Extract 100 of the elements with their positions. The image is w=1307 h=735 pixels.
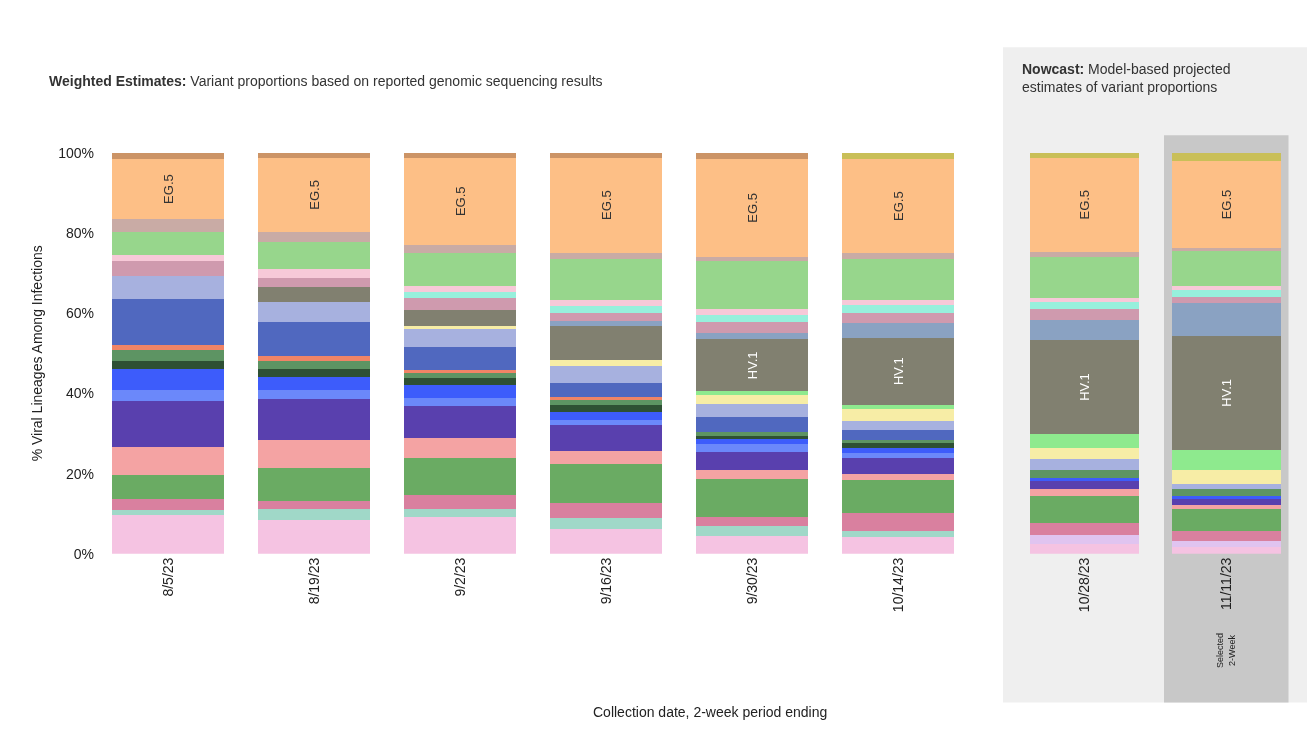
bar	[841, 337, 955, 405]
bar	[841, 443, 955, 448]
bar	[403, 370, 517, 374]
bar	[257, 152, 371, 158]
bar	[695, 438, 809, 444]
bar	[403, 405, 517, 439]
bar	[549, 252, 663, 260]
series-label: HV.1	[1077, 373, 1093, 401]
bar	[403, 326, 517, 330]
x-tick-label: 9/16/23	[597, 557, 614, 605]
bar	[695, 261, 809, 309]
x-axis-title: Collection date, 2-week period ending	[593, 704, 828, 720]
bar	[111, 344, 225, 350]
bar	[1171, 160, 1281, 249]
bar	[257, 500, 371, 509]
y-tick-label: 100%	[58, 144, 94, 161]
bar	[403, 157, 517, 246]
bar	[1030, 534, 1140, 545]
bar	[549, 312, 663, 321]
bar	[111, 255, 225, 262]
x-tick-label: 10/14/23	[889, 557, 906, 613]
bar	[257, 241, 371, 270]
bar	[695, 469, 809, 480]
bar	[695, 159, 809, 257]
bar	[257, 508, 371, 520]
bar	[1171, 249, 1281, 286]
text: EG.5	[1077, 189, 1093, 220]
y-tick-label: 40%	[65, 385, 94, 402]
bar	[257, 269, 371, 278]
bar	[1171, 541, 1281, 548]
bar	[841, 152, 955, 160]
bar	[1030, 481, 1140, 490]
bar	[695, 315, 809, 322]
bar	[403, 291, 517, 299]
bar	[1171, 335, 1281, 450]
bar	[841, 474, 955, 481]
bar	[403, 373, 517, 379]
bar	[1030, 458, 1140, 471]
chart-title: Weighted Estimates: Variant proportions based on reported genomic sequencing results	[49, 73, 603, 89]
text: HV.1	[1218, 378, 1234, 407]
bar	[111, 232, 225, 256]
bar	[257, 519, 371, 554]
bar	[1030, 489, 1140, 496]
bar	[841, 530, 955, 538]
bar	[111, 159, 225, 219]
bar	[111, 368, 225, 391]
bar	[111, 299, 225, 345]
bar	[695, 394, 809, 405]
bar	[257, 468, 371, 501]
bar	[403, 253, 517, 286]
x-tick-label: 9/30/23	[743, 557, 760, 605]
bar	[257, 232, 371, 242]
x-tick-label: 8/5/23	[159, 557, 176, 597]
bar	[549, 320, 663, 326]
bar	[549, 306, 663, 313]
bar	[111, 499, 225, 510]
series-label: EG.5	[1218, 189, 1234, 220]
bar	[695, 391, 809, 395]
text: EG.5	[598, 190, 614, 220]
bar	[841, 159, 955, 254]
bar	[111, 447, 225, 475]
bar	[257, 277, 371, 288]
bar	[549, 366, 663, 383]
bar	[403, 309, 517, 327]
bar	[403, 458, 517, 496]
bar	[257, 287, 371, 302]
bar	[549, 325, 663, 360]
bar	[257, 368, 371, 377]
series-label: HV.1	[744, 351, 760, 380]
bar	[695, 321, 809, 333]
bar	[549, 157, 663, 253]
x-tick-label: 9/2/23	[451, 557, 468, 597]
bar	[1171, 531, 1281, 542]
bar	[1030, 157, 1140, 252]
y-tick-label: 60%	[65, 305, 94, 322]
bar	[1030, 523, 1140, 535]
bar	[1030, 308, 1140, 321]
chart-title: Nowcast: Model-based projected estimates of variant proportions	[1022, 61, 1231, 96]
bar	[403, 329, 517, 348]
bar	[403, 285, 517, 292]
bar	[841, 322, 955, 338]
bar	[549, 405, 663, 412]
bar	[549, 529, 663, 554]
bar	[841, 452, 955, 458]
bar	[111, 349, 225, 361]
bar	[695, 479, 809, 517]
bar	[549, 503, 663, 519]
bar	[1030, 339, 1140, 435]
bar	[549, 424, 663, 451]
bar	[1171, 303, 1281, 336]
bar	[549, 382, 663, 398]
bar	[257, 440, 371, 469]
bar	[403, 516, 517, 554]
bar	[841, 259, 955, 301]
bar	[111, 360, 225, 369]
bar	[1171, 508, 1281, 532]
bar	[841, 409, 955, 421]
bar	[403, 397, 517, 406]
bar	[549, 299, 663, 307]
bar	[1171, 505, 1281, 509]
